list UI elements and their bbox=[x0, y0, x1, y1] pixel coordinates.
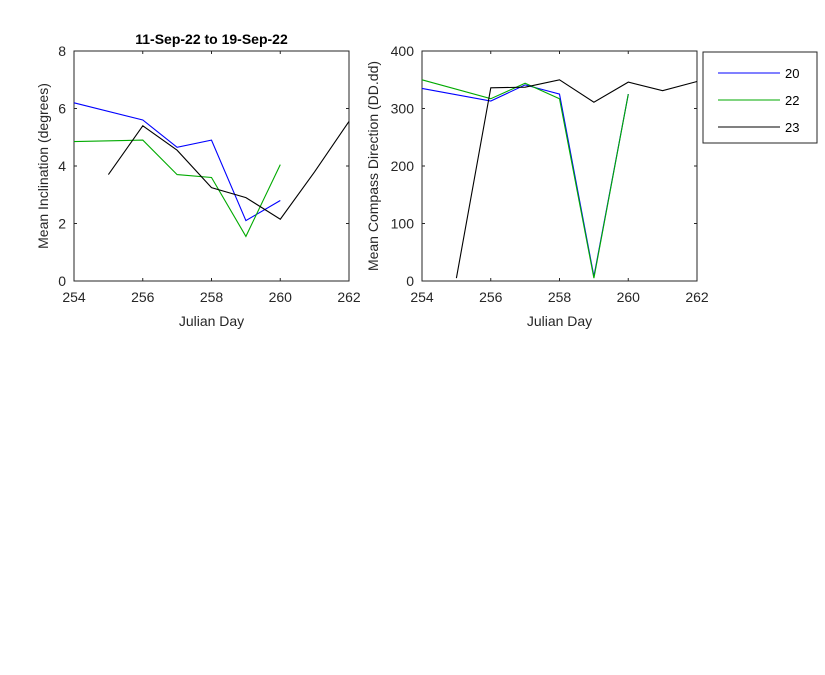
x-tick-label: 254 bbox=[410, 289, 434, 305]
y-axis-label: Mean Inclination (degrees) bbox=[35, 83, 51, 249]
legend-label-20: 20 bbox=[785, 66, 799, 81]
x-tick-label: 260 bbox=[269, 289, 293, 305]
series-line-23 bbox=[107, 121, 350, 220]
x-tick-label: 258 bbox=[200, 289, 224, 305]
x-tick-label: 258 bbox=[548, 289, 572, 305]
y-tick-label: 0 bbox=[58, 273, 66, 289]
series-line-22 bbox=[421, 79, 629, 279]
x-axis-label: Julian Day bbox=[527, 313, 592, 329]
y-axis-label: Mean Compass Direction (DD.dd) bbox=[365, 61, 381, 271]
legend-label-22: 22 bbox=[785, 93, 799, 108]
x-tick-label: 256 bbox=[131, 289, 155, 305]
y-tick-label: 100 bbox=[391, 216, 415, 232]
x-tick-label: 256 bbox=[479, 289, 503, 305]
x-tick-label: 260 bbox=[617, 289, 641, 305]
series-line-22 bbox=[73, 139, 281, 238]
y-tick-label: 8 bbox=[58, 43, 66, 59]
y-tick-label: 6 bbox=[58, 101, 66, 117]
series-line-23 bbox=[455, 79, 698, 279]
plot-area bbox=[421, 50, 698, 282]
y-tick-label: 400 bbox=[391, 43, 415, 59]
y-tick-label: 0 bbox=[406, 273, 414, 289]
inclination-plot: 254 256 258 260 262 0 2 4 6 8 Julian Day Mean Incli… bbox=[35, 31, 361, 329]
x-tick-label: 254 bbox=[62, 289, 86, 305]
plot-area bbox=[73, 50, 350, 282]
series-line-20 bbox=[73, 102, 281, 222]
legend: 20 22 23 bbox=[702, 51, 818, 144]
compass-direction-plot: 254 256 258 260 262 0 100 200 300 400 Julian Day Me… bbox=[365, 43, 709, 329]
x-tick-label: 262 bbox=[337, 289, 361, 305]
y-tick-label: 4 bbox=[58, 158, 66, 174]
legend-label-23: 23 bbox=[785, 120, 799, 135]
chart-title: 11-Sep-22 to 19-Sep-22 bbox=[135, 31, 288, 47]
y-tick-label: 200 bbox=[391, 158, 415, 174]
legend-box bbox=[702, 51, 818, 144]
y-tick-label: 2 bbox=[58, 216, 66, 232]
y-tick-label: 300 bbox=[391, 101, 415, 117]
x-axis-label: Julian Day bbox=[179, 313, 244, 329]
x-tick-label: 262 bbox=[685, 289, 709, 305]
